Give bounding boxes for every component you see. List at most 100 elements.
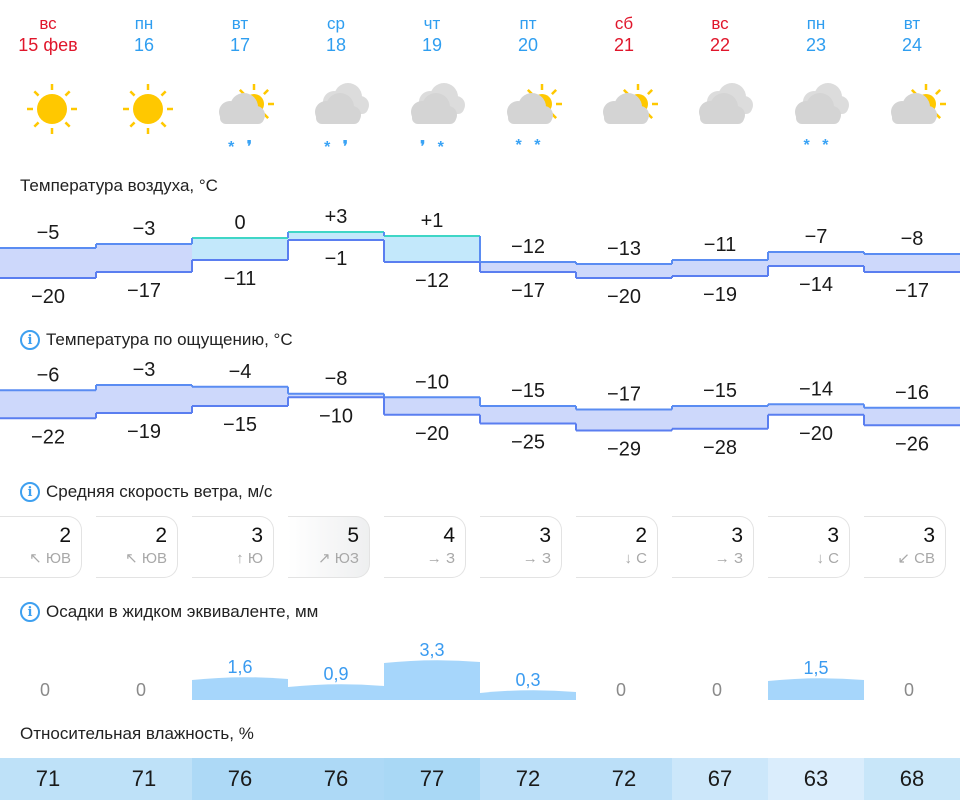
wind-cell: 3 → З (480, 516, 576, 578)
temp-min-label: −25 (511, 432, 545, 454)
humidity-cell: 72 (576, 758, 672, 800)
day-column[interactable]: пн 23 * * (768, 14, 864, 164)
feels-temp-title-text: Температура по ощущению, °C (46, 330, 293, 349)
day-column[interactable]: вт 24 (864, 14, 960, 164)
temp-min-label: −11 (224, 268, 256, 290)
precip-chart: 0 0 1,6 0,9 3,3 0,3 0 0 1,5 0 (40, 640, 914, 700)
temp-band (576, 409, 672, 431)
temp-max-label: 0 (234, 212, 245, 234)
wind-arrow-icon: → (714, 550, 730, 567)
day-of-week: чт (423, 14, 441, 33)
humidity-cell: 72 (480, 758, 576, 800)
day-of-week: ср (327, 14, 345, 33)
precip-value: 1,5 (803, 658, 828, 678)
precip-symbols: * * (803, 137, 833, 154)
humidity-row: 71 71 76 76 77 72 72 67 63 68 (0, 758, 960, 800)
temp-min-label: −15 (223, 414, 257, 436)
day-date: 16 (133, 35, 155, 55)
precip-value: 1,6 (227, 657, 252, 677)
wind-speed: 3 (251, 524, 263, 547)
precip-symbols: * * (515, 137, 545, 154)
precip-bar (384, 660, 480, 700)
wind-speed: 3 (731, 524, 743, 547)
wind-arrow-icon: ↗ (318, 550, 331, 567)
temp-max-label: −3 (133, 218, 156, 240)
wind-title: i Средняя скорость ветра, м/с (20, 482, 272, 502)
wind-speed: 3 (923, 524, 935, 547)
temp-max-label: −8 (901, 228, 924, 250)
info-icon[interactable]: i (20, 482, 40, 502)
temp-min-label: −14 (799, 274, 833, 296)
wind-direction: ЮЗ (334, 550, 359, 567)
temp-max-label: −16 (895, 382, 929, 404)
cloudy-snow-rain-icon: * ❜ (306, 76, 370, 158)
wind-speed: 2 (155, 524, 167, 547)
wind-cell: 3 ↙ СВ (864, 516, 960, 578)
temp-min-label: −17 (127, 280, 161, 302)
wind-speed: 2 (635, 524, 647, 547)
info-icon[interactable]: i (20, 602, 40, 622)
temp-max-label: −5 (37, 222, 60, 244)
precip-symbols: * ❜ (324, 139, 352, 156)
humidity-cell: 68 (864, 758, 960, 800)
temp-min-label: −29 (607, 439, 641, 461)
wind-arrow-icon: ↙ (897, 550, 910, 567)
day-column[interactable]: сб 21 (576, 14, 672, 164)
air-temp-title-text: Температура воздуха, °C (20, 176, 218, 195)
day-date: 19 (421, 35, 443, 55)
wind-box: 5 ↗ ЮЗ (288, 516, 370, 578)
humidity-cell: 76 (288, 758, 384, 800)
precip-symbols: ❜ * (420, 139, 448, 156)
wind-cell: 3 ↑ Ю (192, 516, 288, 578)
temp-min-label: −10 (319, 405, 353, 427)
humidity-cell: 71 (96, 758, 192, 800)
day-of-week: пт (519, 14, 537, 33)
wind-arrow-icon: ↓ (816, 550, 824, 567)
wind-box: 3 → З (480, 516, 562, 578)
day-of-week: вт (231, 14, 249, 33)
day-column[interactable]: ср 18 * ❜ (288, 14, 384, 164)
day-column[interactable]: вт 17 * ❜ (192, 14, 288, 164)
day-of-week: вс (711, 14, 729, 33)
temp-band (0, 248, 96, 278)
day-date: 22 (709, 35, 731, 55)
day-column[interactable]: чт 19 ❜ * (384, 14, 480, 164)
wind-box: 3 → З (672, 516, 754, 578)
precip-value: 0,3 (515, 670, 540, 690)
temp-band (288, 393, 384, 398)
wind-direction: Ю (247, 550, 263, 567)
day-column[interactable]: пн 16 (96, 14, 192, 164)
day-column[interactable]: вс 22 (672, 14, 768, 164)
wind-box: 2 ↓ С (576, 516, 658, 578)
wind-direction: С (828, 550, 839, 567)
temp-min-label: −20 (31, 286, 65, 308)
temp-band (384, 236, 480, 262)
temp-max-label: −8 (325, 368, 348, 390)
day-date: 20 (517, 35, 539, 55)
temp-band (288, 232, 384, 240)
sun-icon (114, 76, 178, 158)
cloudy-snow-rain-heavy-icon: ❜ * (402, 76, 466, 158)
wind-cell: 3 ↓ С (768, 516, 864, 578)
wind-arrow-icon: ↖ (125, 550, 138, 567)
temp-min-label: −19 (703, 284, 737, 306)
temp-band (480, 262, 576, 272)
precip-value: 0 (616, 680, 626, 700)
info-icon[interactable]: i (20, 330, 40, 350)
temp-min-label: −26 (895, 433, 929, 455)
temp-min-label: −12 (415, 270, 449, 292)
wind-direction: З (445, 550, 455, 567)
wind-speed: 3 (539, 524, 551, 547)
precip-bar (192, 677, 288, 700)
wind-speed: 2 (59, 524, 71, 547)
day-column[interactable]: пт 20 * * (480, 14, 576, 164)
wind-cell: 2 ↓ С (576, 516, 672, 578)
air-temp-title: Температура воздуха, °C (20, 176, 218, 196)
precip-value: 0 (904, 680, 914, 700)
precip-symbols: * ❜ (228, 139, 256, 156)
wind-arrow-icon: → (522, 550, 538, 567)
wind-cell: 4 → З (384, 516, 480, 578)
temp-min-label: −28 (703, 437, 737, 459)
precip-value: 0 (40, 680, 50, 700)
day-column[interactable]: вс 15 фев (0, 14, 96, 164)
